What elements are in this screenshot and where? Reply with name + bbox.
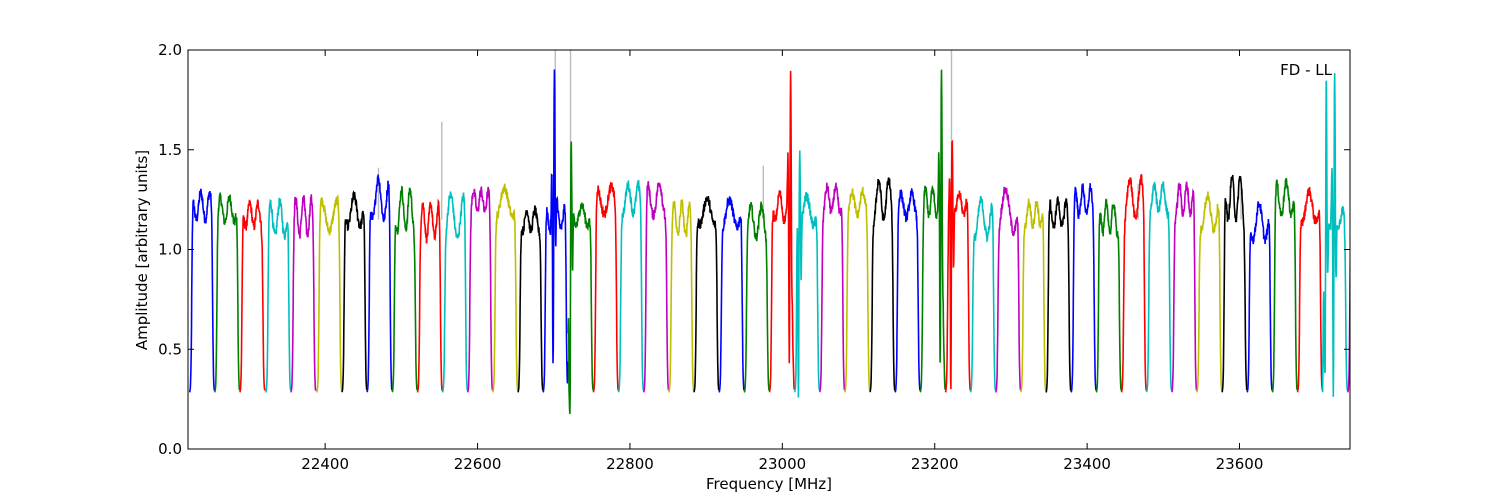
y-tick-label: 1.0	[158, 241, 182, 259]
panel-annotation: FD - LL	[1280, 61, 1332, 79]
x-tick-label: 22600	[454, 455, 502, 473]
spectrum-segment	[668, 199, 695, 393]
spectrum-segment	[1196, 191, 1223, 393]
x-tick-label: 23600	[1216, 455, 1264, 473]
spectrum-segment	[1020, 198, 1047, 393]
y-tick-label: 0.0	[158, 440, 182, 458]
spectrum-segment	[869, 177, 896, 393]
spectrum-segment	[341, 190, 368, 393]
spectrum-segment	[1271, 177, 1298, 393]
y-axis-label: Amplitude [arbitrary units]	[133, 150, 151, 350]
spectrum-segment	[1045, 196, 1072, 393]
spectrum-segment	[1246, 201, 1273, 393]
spectrum-segment	[391, 185, 418, 393]
spectrum-segment	[517, 205, 544, 393]
spectrum-segment	[290, 194, 317, 393]
spectrum-segment	[1095, 198, 1122, 393]
spectrum-segment	[441, 191, 469, 393]
spectrum-segment	[366, 174, 393, 393]
x-tick-label: 23000	[758, 455, 806, 473]
spectrum-segment	[793, 150, 821, 398]
spectrum-segment	[213, 192, 241, 393]
spectrum-segment	[264, 197, 292, 393]
x-tick-label: 22400	[301, 455, 349, 473]
spectrum-segment	[617, 180, 645, 393]
spectrum-segment	[1346, 220, 1350, 393]
spectrum-segment	[894, 187, 921, 393]
spectrum-segment	[542, 69, 569, 393]
y-tick-label: 1.5	[158, 141, 182, 159]
spectrum-segment	[1145, 181, 1173, 393]
spectrum-segment	[1120, 174, 1147, 393]
spectrum-segment	[592, 181, 619, 393]
spectrum-segment	[969, 195, 997, 393]
spectrum-segment	[642, 181, 670, 393]
spectrum-segment	[818, 182, 846, 393]
spectrum-segment	[416, 198, 443, 393]
spectrum-segment	[492, 183, 519, 393]
y-tick-label: 2.0	[158, 41, 182, 59]
x-tick-label: 23400	[1063, 455, 1111, 473]
spectrum-segment	[239, 198, 266, 393]
x-tick-label: 23200	[911, 455, 959, 473]
spectrum-segment	[1070, 183, 1097, 393]
spectrum-segment	[1296, 186, 1324, 393]
x-axis-label: Frequency [MHz]	[706, 475, 832, 493]
ticks-layer: 22400 22600 22800 23000 23200 23400 23600 0.0 0.…	[158, 41, 1350, 473]
spectrum-segment	[844, 186, 871, 393]
spectrum-segment	[718, 196, 745, 393]
spectrum-segment	[1221, 174, 1248, 393]
spectrum-segment	[994, 186, 1022, 393]
spectrum-segment	[1170, 181, 1198, 393]
x-tick-label: 22800	[606, 455, 654, 473]
spectrum-segment	[466, 186, 494, 393]
spectrum-segment	[567, 141, 594, 414]
spectrum-segment	[743, 201, 770, 393]
spectrum-segment	[944, 139, 971, 393]
y-tick-label: 0.5	[158, 340, 182, 358]
spectrum-segment	[919, 69, 946, 393]
spectrum-segment	[768, 70, 795, 393]
spectrum-segment	[316, 194, 343, 393]
spectrum-segment	[188, 188, 216, 393]
series-layer	[188, 50, 1350, 414]
spectrum-segment	[693, 195, 720, 393]
spectrum-segment	[1321, 73, 1349, 397]
